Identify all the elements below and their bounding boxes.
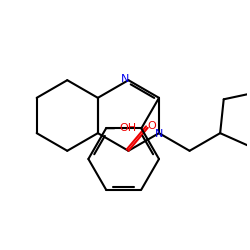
Text: O: O bbox=[148, 122, 156, 132]
Text: N: N bbox=[121, 74, 129, 84]
Text: OH: OH bbox=[120, 124, 137, 134]
Text: N: N bbox=[155, 129, 164, 139]
